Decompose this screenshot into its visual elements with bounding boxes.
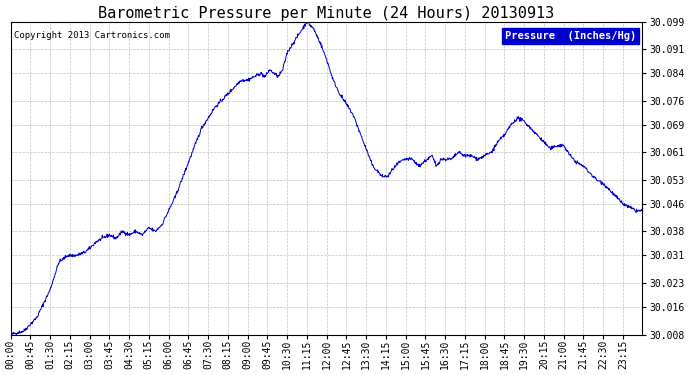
Title: Barometric Pressure per Minute (24 Hours) 20130913: Barometric Pressure per Minute (24 Hours… [98, 6, 555, 21]
Text: Pressure  (Inches/Hg): Pressure (Inches/Hg) [504, 31, 636, 41]
Text: Copyright 2013 Cartronics.com: Copyright 2013 Cartronics.com [14, 31, 170, 40]
